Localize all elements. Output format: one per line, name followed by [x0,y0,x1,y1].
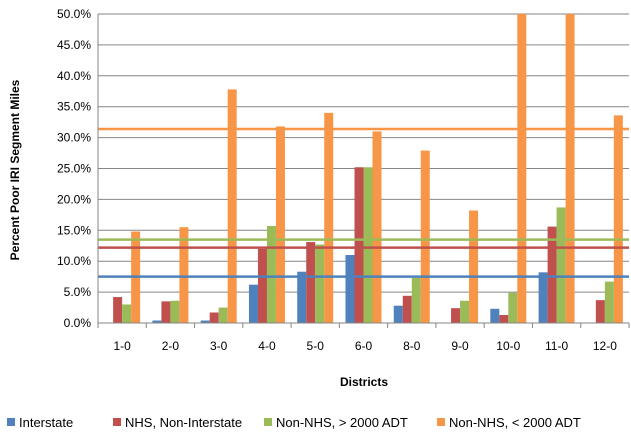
bar-non-nhs-2000-adt-6-0 [372,131,382,323]
bar-non-nhs-2000-adt-9-0 [469,210,479,323]
axes [97,14,630,328]
bar-interstate-6-0 [345,255,355,323]
x-tick-label: 5-0 [307,339,325,353]
legend-swatch [437,418,445,426]
bar-nhs-non-interstate-3-0 [209,312,219,323]
bar-non-nhs-2000-adt-9-0 [460,300,470,323]
legend-label: Non-NHS, < 2000 ADT [449,415,581,430]
x-tick-label: 12-0 [593,339,617,353]
bar-nhs-non-interstate-6-0 [354,167,364,323]
bars [113,14,623,324]
y-tick-label: 10.0% [57,254,91,268]
y-tick-label: 50.0% [57,7,91,21]
bar-non-nhs-2000-adt-5-0 [324,112,334,323]
bar-interstate-5-0 [297,271,307,323]
bar-interstate-4-0 [248,284,258,323]
y-tick-label: 35.0% [57,100,91,114]
legend-swatch [264,418,272,426]
y-tick-label: 25.0% [57,162,91,176]
bar-non-nhs-2000-adt-1-0 [122,304,132,323]
bar-nhs-non-interstate-2-0 [161,301,171,323]
y-tick-label: 30.0% [57,131,91,145]
y-tick-label: 15.0% [57,223,91,237]
average-lines [98,127,629,278]
x-tick-label: 1-0 [113,339,131,353]
bar-non-nhs-2000-adt-11-0 [565,14,575,323]
legend-label: NHS, Non-Interstate [125,415,242,430]
bar-non-nhs-2000-adt-5-0 [315,244,325,323]
y-tick-label: 0.0% [64,316,92,330]
y-tick-label: 40.0% [57,69,91,83]
y-tick-label: 45.0% [57,38,91,52]
bar-nhs-non-interstate-4-0 [257,248,267,323]
bar-non-nhs-2000-adt-2-0 [179,227,189,323]
y-tick-label: 5.0% [64,285,92,299]
legend: Interstate NHS, Non-Interstate Non-NHS, > … [7,415,581,430]
bar-interstate-3-0 [200,320,210,323]
bar-nhs-non-interstate-5-0 [306,242,316,323]
legend-label: Interstate [19,415,73,430]
x-tick-label: 3-0 [210,339,228,353]
x-tick-label: 2-0 [162,339,180,353]
bar-interstate-10-0 [490,308,500,323]
y-tick-label: 20.0% [57,192,91,206]
legend-swatch [113,418,121,426]
x-tick-label: 4-0 [258,339,276,353]
bar-interstate-2-0 [152,320,162,323]
bar-non-nhs-2000-adt-11-0 [556,207,566,323]
bar-non-nhs-2000-adt-3-0 [227,89,237,324]
legend-label: Non-NHS, > 2000 ADT [276,415,408,430]
y-tick-labels: 0.0% 5.0% 10.0% 15.0% 20.0% 25.0% 30.0% 35.0% 40… [57,7,91,330]
bar-non-nhs-2000-adt-10-0 [517,14,527,323]
y-axis-title: Percent Poor IRI Segment Miles [8,79,22,260]
bar-non-nhs-2000-adt-4-0 [266,225,276,323]
bar-non-nhs-2000-adt-8-0 [420,150,430,323]
bar-non-nhs-2000-adt-6-0 [363,167,373,323]
legend-swatch [7,418,15,426]
x-tick-label: 11-0 [545,339,568,353]
bar-non-nhs-2000-adt-12-0 [604,281,614,323]
x-axis-title: Districts [340,375,388,389]
x-tick-label: 9-0 [451,339,469,353]
x-tick-labels: 1-0 2-0 3-0 4-0 5-0 6-0 8-0 9-0 10-0 11-0 12-0 [113,339,617,353]
bar-interstate-11-0 [538,272,548,323]
bar-non-nhs-2000-adt-10-0 [508,292,518,323]
bar-nhs-non-interstate-10-0 [499,314,509,323]
bar-nhs-non-interstate-1-0 [113,297,123,323]
bar-nhs-non-interstate-12-0 [595,300,605,323]
bar-non-nhs-2000-adt-4-0 [275,126,285,323]
bar-non-nhs-2000-adt-8-0 [411,277,421,323]
bar-nhs-non-interstate-9-0 [451,308,461,323]
x-tick-label: 10-0 [496,339,520,353]
bar-non-nhs-2000-adt-3-0 [218,307,228,323]
bar-non-nhs-2000-adt-2-0 [170,300,180,323]
bar-nhs-non-interstate-11-0 [547,226,557,323]
x-tick-label: 6-0 [355,339,373,353]
x-tick-label: 8-0 [403,339,421,353]
bar-interstate-8-0 [393,305,403,323]
bar-non-nhs-2000-adt-12-0 [613,115,623,324]
bar-nhs-non-interstate-8-0 [402,295,412,323]
